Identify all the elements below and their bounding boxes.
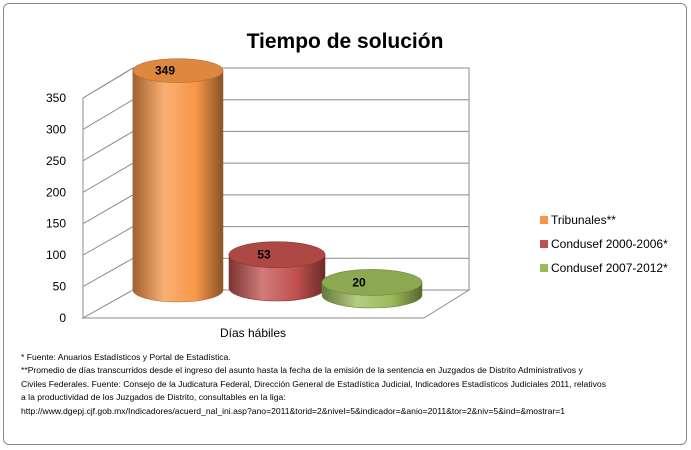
plot-area: 0 50 100 150 200 250 300 350 Días hábiles 349 53 20	[46, 58, 471, 340]
footnotes: * Fuente: Anuarios Estadísticos y Portal…	[21, 351, 681, 418]
legend-swatch	[540, 264, 548, 272]
legend-item-0: Tribunales**	[540, 213, 616, 227]
gridline	[82, 99, 134, 130]
bar-1: 53	[228, 241, 326, 302]
gridline	[82, 257, 134, 288]
data-label: 53	[257, 248, 271, 262]
legend-label: Tribunales**	[551, 213, 616, 227]
y-tick-label: 150	[46, 217, 66, 231]
x-category-label: Días hábiles	[220, 326, 286, 340]
legend-item-1: Condusef 2000-2006*	[540, 237, 668, 251]
cylinder-body	[132, 70, 224, 303]
gridline	[82, 67, 134, 99]
footnote-url: http://www.dgepj.cjf.gob.mx/Indicadores/…	[21, 405, 566, 416]
legend-swatch	[540, 216, 548, 224]
data-label: 349	[155, 64, 175, 78]
side-wall	[82, 67, 134, 319]
cylinder-top	[228, 241, 326, 268]
footnote-source: * Fuente: Anuarios Estadísticos y Portal…	[21, 352, 231, 362]
y-tick-label: 200	[46, 185, 66, 199]
y-tick-label: 50	[53, 280, 67, 294]
y-tick-label: 0	[59, 311, 66, 325]
footnote-definition-1: **Promedio de días transcurridos desde e…	[21, 365, 583, 376]
gridline	[82, 226, 134, 256]
legend: Tribunales** Condusef 2000-2006* Condusef …	[540, 213, 668, 275]
y-tick-label: 250	[46, 154, 66, 168]
cylinder-top	[321, 269, 423, 296]
legend-item-2: Condusef 2007-2012*	[540, 261, 668, 275]
gridline	[82, 194, 134, 225]
chart-title: Tiempo de solución	[247, 30, 444, 53]
gridline	[82, 130, 134, 162]
bar-0: 349	[132, 58, 224, 303]
y-tick-label: 350	[46, 91, 66, 105]
footnote-definition-2: Civiles Federales. Fuente: Consejo de la…	[21, 378, 606, 389]
legend-label: Condusef 2000-2006*	[551, 237, 668, 251]
footnote-definition-3: a la productividad de los Juzgados de Di…	[21, 392, 286, 403]
bar-2: 20	[321, 269, 423, 309]
data-label: 20	[352, 275, 366, 289]
legend-label: Condusef 2007-2012*	[551, 261, 668, 275]
cylinder-top	[132, 58, 224, 83]
y-tick-label: 300	[46, 122, 66, 136]
legend-swatch	[540, 240, 548, 248]
gridline	[82, 162, 134, 193]
y-tick-label: 100	[46, 248, 66, 262]
